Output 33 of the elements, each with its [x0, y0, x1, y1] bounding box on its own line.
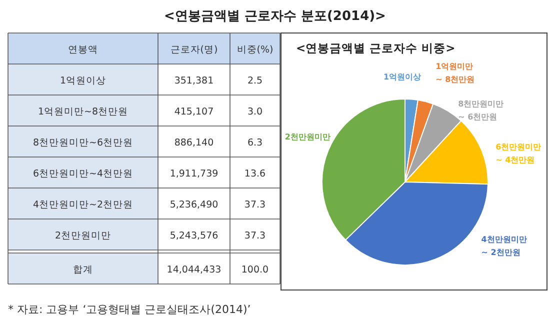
category-label: 4천만원미만~2천만원: [32, 200, 134, 210]
category-label: 1억원미만~8천만원: [38, 106, 128, 118]
chart-title: <연봉금액별 근로자수 비중>: [296, 41, 456, 55]
slice-label: 2천만원미만: [284, 132, 330, 142]
text: 비중(%): [236, 44, 274, 56]
data-label: 100.0: [241, 264, 269, 276]
data-label: 886,140: [174, 138, 214, 148]
data-label: 37.3: [244, 230, 266, 242]
text: <연봉금액별 근로자수 분포(2014)>: [164, 9, 386, 24]
data-label: 14,044,433: [166, 264, 222, 276]
slice-label: 8천만원미만 ~ 6천만원: [458, 99, 504, 122]
slice-label: 6천만원미만 ~ 4천만원: [496, 142, 542, 165]
slice-label: 1억원미만 ~ 8천만원: [436, 62, 475, 84]
data-label: 37.3: [244, 200, 266, 210]
slice-label: 1억원이상: [384, 72, 422, 82]
data-label: 13.6: [244, 168, 266, 180]
text: 연봉액: [68, 44, 98, 56]
category-label: 합계: [73, 264, 93, 276]
category-label: 6천만원미만~4천만원: [32, 168, 134, 180]
text: * 자료: 고용부 ‘고용형태별 근로실태조사(2014)’: [8, 303, 251, 316]
category-label: 2천만원미만: [54, 230, 112, 242]
data-label: 1,911,739: [170, 168, 218, 180]
category-label: 8천만원미만~6천만원: [32, 138, 134, 148]
data-label: 3.0: [247, 106, 263, 118]
category-label: 1억원이상: [60, 76, 106, 86]
data-label: 5,243,576: [170, 230, 218, 242]
slice-label: 4천만원미만 ~ 2천만원: [481, 234, 527, 257]
data-label: 415,107: [174, 106, 214, 118]
data-label: 2.5: [247, 76, 263, 86]
data-label: 351,381: [174, 76, 214, 86]
text: 근로자(명): [170, 44, 218, 56]
data-label: 6.3: [247, 138, 263, 148]
data-label: 5,236,490: [170, 200, 218, 210]
